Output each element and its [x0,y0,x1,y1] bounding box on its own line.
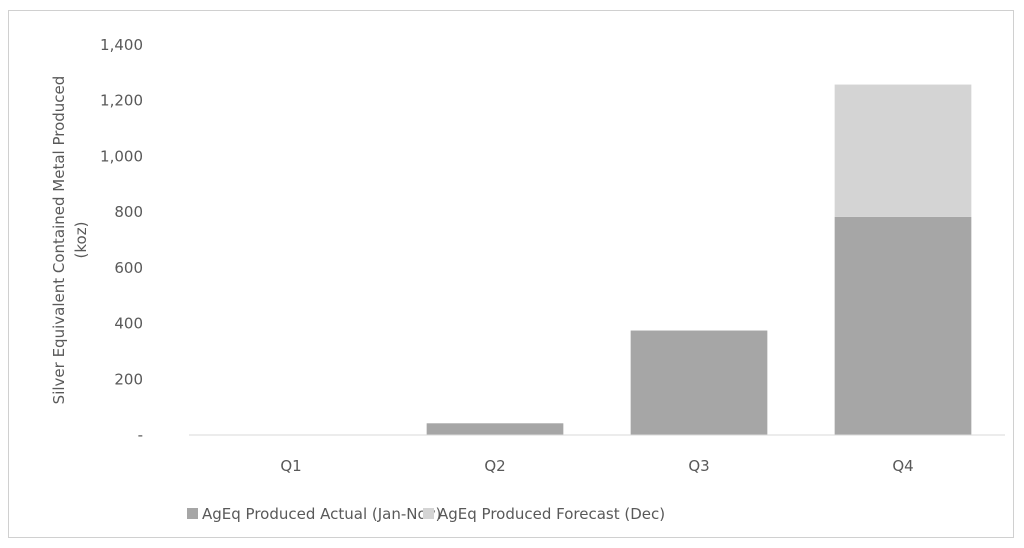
bar-q4-series-2 [834,84,972,217]
legend-label: AgEq Produced Forecast (Dec) [438,505,665,523]
x-axis-ticks: Q1 Q2 Q3 Q4 [280,457,913,475]
x-tick-label: Q2 [484,457,505,475]
chart-frame: Silver Equivalent Contained Metal Produc… [8,10,1014,538]
bars [426,84,972,435]
y-tick-label: - [138,426,143,444]
x-tick-label: Q4 [892,457,913,475]
y-tick-label: 1,200 [100,92,143,110]
bar-q3-series-1 [630,330,768,435]
y-tick-label: 800 [114,203,143,221]
y-axis-title-line: Silver Equivalent Contained Metal Produc… [50,76,68,405]
y-axis-title: Silver Equivalent Contained Metal Produc… [50,76,90,405]
y-tick-label: 200 [114,370,143,388]
legend-swatch [423,508,434,519]
legend: AgEq Produced Actual (Jan-Nov)AgEq Produ… [187,505,665,523]
bar-chart: Silver Equivalent Contained Metal Produc… [50,36,1005,523]
bar-q2-series-1 [426,423,564,435]
y-tick-label: 400 [114,315,143,333]
legend-swatch [187,508,198,519]
x-tick-label: Q1 [280,457,301,475]
y-tick-label: 1,400 [100,36,143,54]
legend-label: AgEq Produced Actual (Jan-Nov) [202,505,441,523]
x-tick-label: Q3 [688,457,709,475]
bar-q4-series-1 [834,216,972,435]
y-axis-ticks: - 200 400 600 800 1,000 1,200 1,400 [100,36,143,444]
y-tick-label: 1,000 [100,147,143,165]
y-tick-label: 600 [114,259,143,277]
y-axis-title-line: (koz) [72,222,90,259]
